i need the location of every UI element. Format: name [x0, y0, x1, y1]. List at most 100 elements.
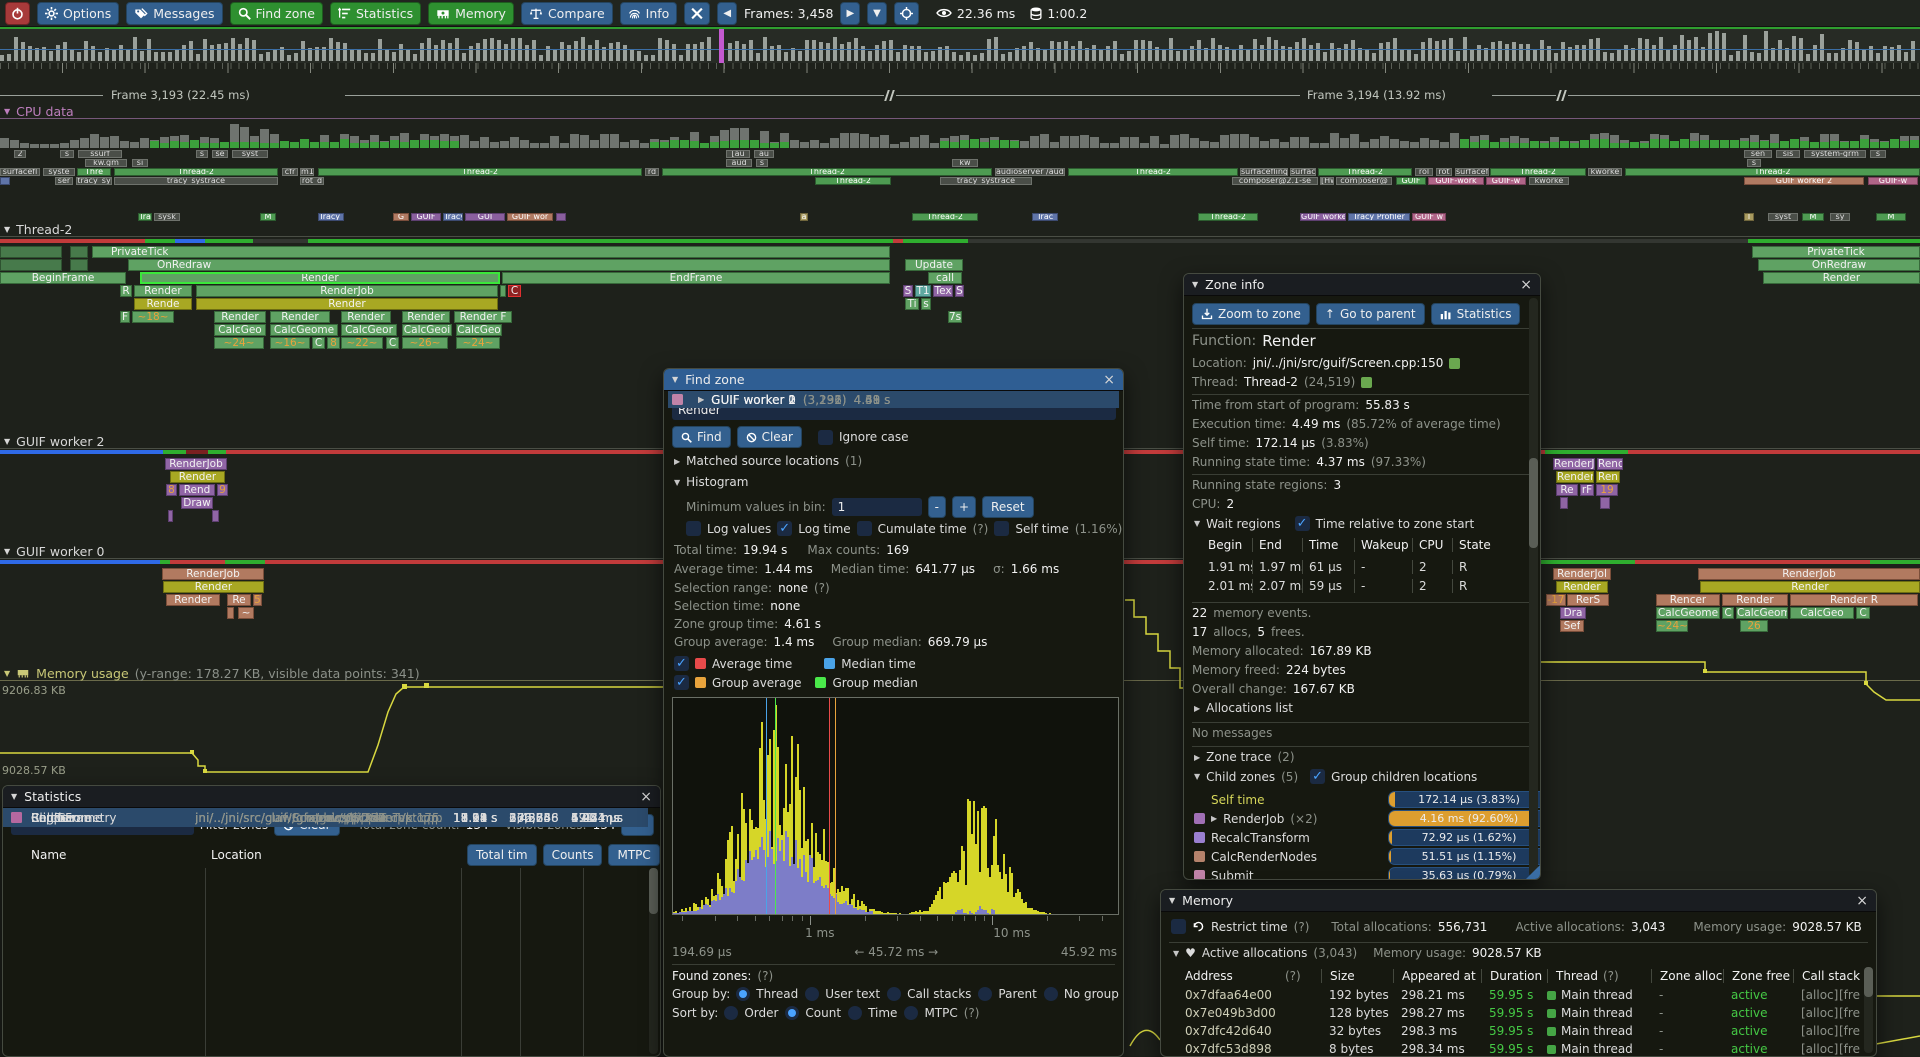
- timeline-zone[interactable]: Render: [166, 594, 220, 606]
- memory-button[interactable]: Memory: [428, 1, 514, 25]
- cpu-zone-block[interactable]: sysk: [154, 213, 180, 221]
- find-zone-histogram[interactable]: [672, 697, 1119, 915]
- timeline-zone[interactable]: RenderJo: [1553, 458, 1595, 470]
- group-by-option[interactable]: No grouping: [1043, 987, 1120, 1001]
- timeline-zone[interactable]: Dra: [1560, 607, 1586, 619]
- timeline-zone[interactable]: 9: [217, 484, 228, 496]
- timeline-zone[interactable]: Render: [1722, 594, 1788, 606]
- cpu-zone-block[interactable]: Thread-2: [815, 177, 891, 185]
- cpu-zone-block[interactable]: GUIF: [411, 213, 441, 221]
- timeline-zone[interactable]: Ti: [905, 298, 919, 310]
- active-allocations-row[interactable]: ▼ ♥ Active allocations (3,043) Memory usag…: [1173, 946, 1542, 960]
- timeline-zone[interactable]: RenderJol: [1553, 568, 1611, 580]
- zone-trace-row[interactable]: ▶ Zone trace (2): [1194, 750, 1295, 764]
- cpu-zone-block[interactable]: l: [1744, 213, 1754, 221]
- zone-info-titlebar[interactable]: ▼ Zone info ×: [1184, 274, 1540, 296]
- column-name[interactable]: Name: [31, 848, 67, 862]
- timeline-zone[interactable]: Rende: [134, 298, 192, 310]
- timeline-zone[interactable]: OnRedraw: [128, 259, 890, 271]
- next-frame-button[interactable]: ▶: [840, 1, 861, 25]
- compare-button[interactable]: Compare: [520, 1, 613, 25]
- cpu-zone-block[interactable]: s: [1747, 159, 1761, 167]
- timeline-zone[interactable]: T1: [915, 285, 931, 297]
- matched-locations-row[interactable]: ▶ Matched source locations (1): [674, 454, 863, 468]
- timeline-zone[interactable]: [1600, 497, 1610, 509]
- cpu-zone-block[interactable]: [au: [726, 150, 750, 158]
- timeline-zone[interactable]: ~26~: [402, 337, 448, 349]
- group-by-option[interactable]: Call stacks: [887, 987, 971, 1001]
- cpu-zone-block[interactable]: Thread-2: [1068, 168, 1238, 176]
- column-call-stack[interactable]: Call stack: [1793, 969, 1873, 983]
- cpu-zone-block[interactable]: sy: [1830, 213, 1850, 221]
- timeline-zone[interactable]: RerS: [1567, 594, 1609, 606]
- cpu-zone-block[interactable]: composer@2.1-se: [1232, 177, 1318, 185]
- cpu-zone-block[interactable]: GUIF-w: [1868, 177, 1918, 185]
- statistics-titlebar[interactable]: ▼ Statistics ×: [3, 786, 660, 808]
- tools-button[interactable]: [684, 1, 711, 25]
- cpu-zone-block[interactable]: s: [1870, 150, 1886, 158]
- cpu-zone-block[interactable]: M: [260, 213, 276, 221]
- allocation-row[interactable]: 0x7dfc53d898 8 bytes 298.34 ms 59.95 s M…: [1161, 1040, 1876, 1056]
- timeline-zone[interactable]: 7s: [948, 311, 962, 323]
- cpu-zone-block[interactable]: [1358, 177, 1360, 185]
- cpu-zone-block[interactable]: syst: [232, 150, 268, 158]
- timeline-zone[interactable]: ~22~: [341, 337, 383, 349]
- zoom-to-zone-button[interactable]: Zoom to zone: [1192, 303, 1310, 325]
- timeline-zone[interactable]: C: [1856, 607, 1870, 619]
- timeline-zone[interactable]: CalcGeo: [1790, 607, 1854, 619]
- cpu-zone-block[interactable]: kw: [952, 159, 978, 167]
- timeline-zone[interactable]: 8: [327, 337, 340, 349]
- average-time-checkbox[interactable]: [674, 656, 689, 671]
- self-time-checkbox[interactable]: [994, 521, 1010, 536]
- timeline-zone[interactable]: Render: [402, 311, 450, 323]
- timeline-zone[interactable]: [0, 259, 62, 271]
- cpu-zone-block[interactable]: sis: [1776, 150, 1800, 158]
- find-zone-titlebar[interactable]: ▼ Find zone ×: [664, 369, 1123, 391]
- timeline-zone[interactable]: RenderJob: [1698, 568, 1920, 580]
- memory-titlebar[interactable]: ▼ Memory ×: [1161, 890, 1876, 912]
- timeline-zone[interactable]: OnRedraw: [1758, 259, 1920, 271]
- timeline-zone[interactable]: Render: [214, 311, 266, 323]
- timeline-zone[interactable]: 19: [1596, 484, 1618, 496]
- thread2-header[interactable]: ▼ Thread-2: [0, 222, 1920, 237]
- group-children-checkbox[interactable]: [1310, 769, 1326, 784]
- timeline-zone[interactable]: Render: [270, 311, 330, 323]
- timeline-zone[interactable]: 5: [253, 594, 262, 606]
- thread-swatch[interactable]: [1361, 376, 1373, 388]
- cpu-zone-block[interactable]: au: [754, 150, 774, 158]
- timeline-zone[interactable]: BeginFrame: [0, 272, 126, 284]
- power-button[interactable]: [5, 1, 30, 25]
- cpu-zone-block[interactable]: ser: [55, 177, 73, 185]
- timeline-zone[interactable]: C: [1722, 607, 1734, 619]
- resize-grip[interactable]: [1526, 865, 1540, 879]
- goto-frame-button[interactable]: [893, 1, 919, 25]
- timeline-zone[interactable]: Render: [170, 471, 225, 483]
- log-time-checkbox[interactable]: [777, 521, 793, 536]
- cpu-zone-block[interactable]: Thread-2: [912, 213, 978, 221]
- cpu-zone-block[interactable]: [Hw: [1320, 177, 1334, 185]
- cpu-zone-block[interactable]: surfac: [1290, 168, 1316, 176]
- cpu-zone-block[interactable]: syst: [1768, 213, 1798, 221]
- cpu-zone-block[interactable]: GUIF wor: [507, 213, 553, 221]
- cpu-zone-block[interactable]: Thread-2: [114, 168, 278, 176]
- timeline-zone[interactable]: C: [508, 285, 521, 297]
- cpu-zone-block[interactable]: Thread-2: [1490, 168, 1586, 176]
- timeline-zone[interactable]: [212, 510, 219, 522]
- cpu-zone-block[interactable]: Thread-2: [318, 168, 642, 176]
- timeline-zone[interactable]: CalcGeo: [456, 324, 502, 336]
- timeline-zone[interactable]: Render: [163, 581, 264, 593]
- allocation-row[interactable]: 0x7dfaa64e00 192 bytes 298.21 ms 59.95 s…: [1161, 986, 1876, 1004]
- timeline-zone[interactable]: Draw: [181, 497, 213, 509]
- decrease-bin-button[interactable]: -: [927, 496, 946, 518]
- cpu-zone-block[interactable]: kworke: [1529, 177, 1569, 185]
- close-icon[interactable]: ×: [640, 788, 652, 805]
- cpu-zone-block[interactable]: s: [60, 150, 74, 158]
- cpu-zone-block[interactable]: s: [756, 159, 768, 167]
- column-zone-alloc[interactable]: Zone alloc: [1651, 969, 1723, 983]
- cpu-zone-block[interactable]: rot: [1436, 168, 1452, 176]
- cpu-zone-block[interactable]: GUIF: [1396, 177, 1426, 185]
- timeline-zone[interactable]: Ren: [1596, 471, 1620, 483]
- cpu-zone-block[interactable]: audioserver /audio: [995, 168, 1065, 176]
- timeline-zone[interactable]: CalcGeome: [1656, 607, 1720, 619]
